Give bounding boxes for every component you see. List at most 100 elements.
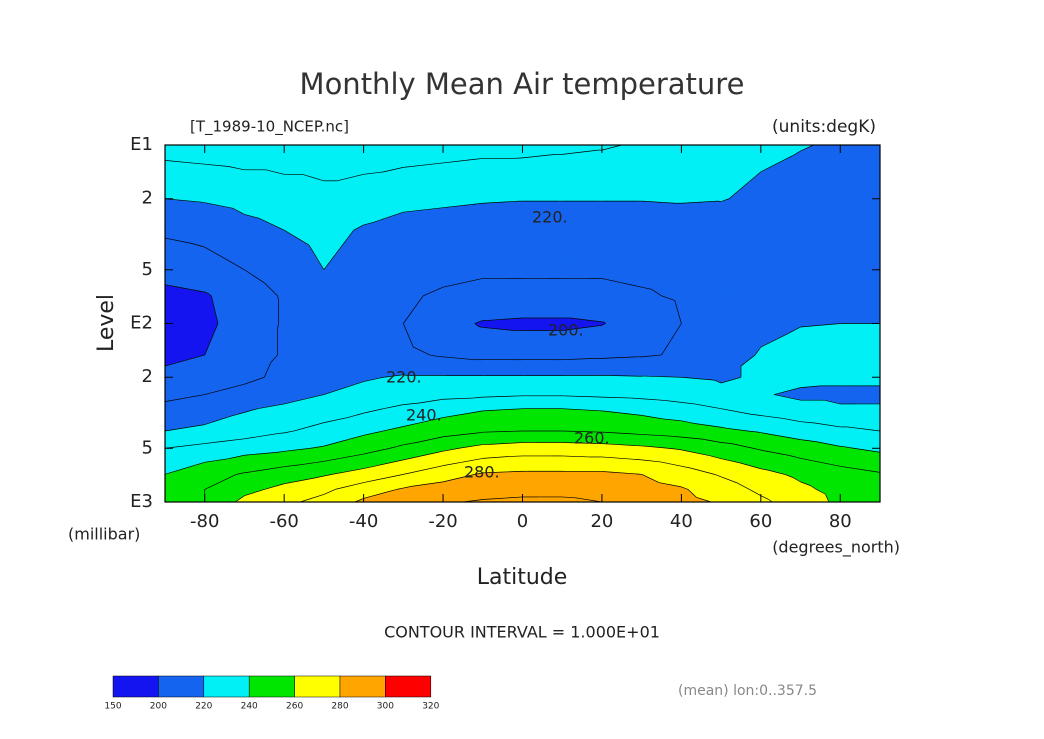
contour-line [443,159,472,164]
contour-fills [163,144,882,503]
footnote: (mean) lon:0..357.5 [678,683,817,699]
contour-line [731,443,753,449]
contour-line [625,458,642,461]
contour-line [815,441,841,447]
contour-line [403,323,414,348]
contour-line [164,198,201,203]
contour-line [277,323,279,329]
contour-line [816,489,826,495]
contour-line [492,496,523,500]
contour-line [664,400,682,403]
contour-line [310,445,324,449]
contour-line [403,486,412,489]
contour-line [641,415,664,420]
contour-line [605,375,642,377]
contour-label: 220. [532,208,568,227]
contour-line [429,354,440,358]
contour-line [436,450,444,453]
contour-line [363,430,384,436]
contour-line [363,489,397,499]
contour-line [631,397,642,400]
contour-line [259,218,285,231]
y-units: (millibar) [68,525,140,544]
contour-line [323,381,364,395]
ticks: -80 -60 -40 -20 0 20 40 60 80 E1 2 5 E2 2 5 E3 [130,134,880,532]
contour-line [270,354,278,363]
contour-line [522,153,556,159]
contour-line [363,474,404,483]
contour-line [721,458,740,463]
contour-line [383,167,404,173]
contour-line [323,229,354,270]
contour-line [278,450,285,453]
contour-line [482,456,511,459]
contour-line [403,452,437,461]
contour-line [298,460,324,466]
contour-line [482,408,523,412]
contour-line [244,451,279,456]
contour-line [760,495,769,500]
contour-line [601,456,626,460]
contour-line [760,432,787,438]
contour-line [476,202,483,205]
contour-label: 220. [386,368,422,387]
contour-line [264,483,285,490]
contour-line [482,327,514,331]
contour-line [696,496,712,503]
contour-line [335,482,364,490]
contour-line [562,496,576,499]
contour-line [694,403,722,410]
contour-line [487,317,523,321]
contour-line [403,402,420,405]
contour-label: 260. [574,429,610,448]
contour-line [601,323,606,326]
y-tick-label: E3 [130,491,153,512]
contour-line [738,462,761,470]
contour-line [353,224,364,231]
contour-line [760,449,790,456]
contour-line [792,477,801,483]
contour-line [458,444,483,449]
contour-line [681,486,685,489]
contour-line [244,214,260,219]
contour-line [278,432,285,434]
contour-line [684,487,689,490]
contour-line [337,173,364,182]
contour-line [661,295,675,301]
contour-line [478,431,483,434]
contour-line [562,325,600,331]
contour-line [191,162,205,165]
contour-fill [561,471,603,475]
contour-line [331,468,364,475]
x-axis-label: Latitude [477,565,568,590]
colorbar-swatch [339,675,386,698]
contour-line [164,354,205,367]
contour-line [681,449,710,457]
contour-line [403,465,444,475]
contour-line [204,291,209,294]
contour-line [800,385,821,388]
contour-line [641,398,665,401]
contour-line [721,442,732,445]
colorbar-label: 150 [104,702,121,712]
contour-line [482,430,523,433]
contour-line [714,474,718,476]
colorbar-label: 220 [195,702,212,712]
contour-line [643,375,682,378]
contour-line [754,346,762,356]
contour-line [178,286,205,293]
contour-line [749,489,754,492]
contour-lines [164,144,881,503]
colorbar: 150 200 220 240 260 280 300 320 [104,675,440,712]
contour-line [228,166,245,171]
contour-line [283,229,310,246]
x-tick-label: 60 [749,511,772,532]
contour-label: 200. [548,321,584,340]
contour-line [471,158,483,161]
contour-line [235,495,245,503]
contour-line [562,430,600,433]
contour-line [690,467,715,475]
contour-line [403,208,430,213]
contour-line [737,482,750,490]
